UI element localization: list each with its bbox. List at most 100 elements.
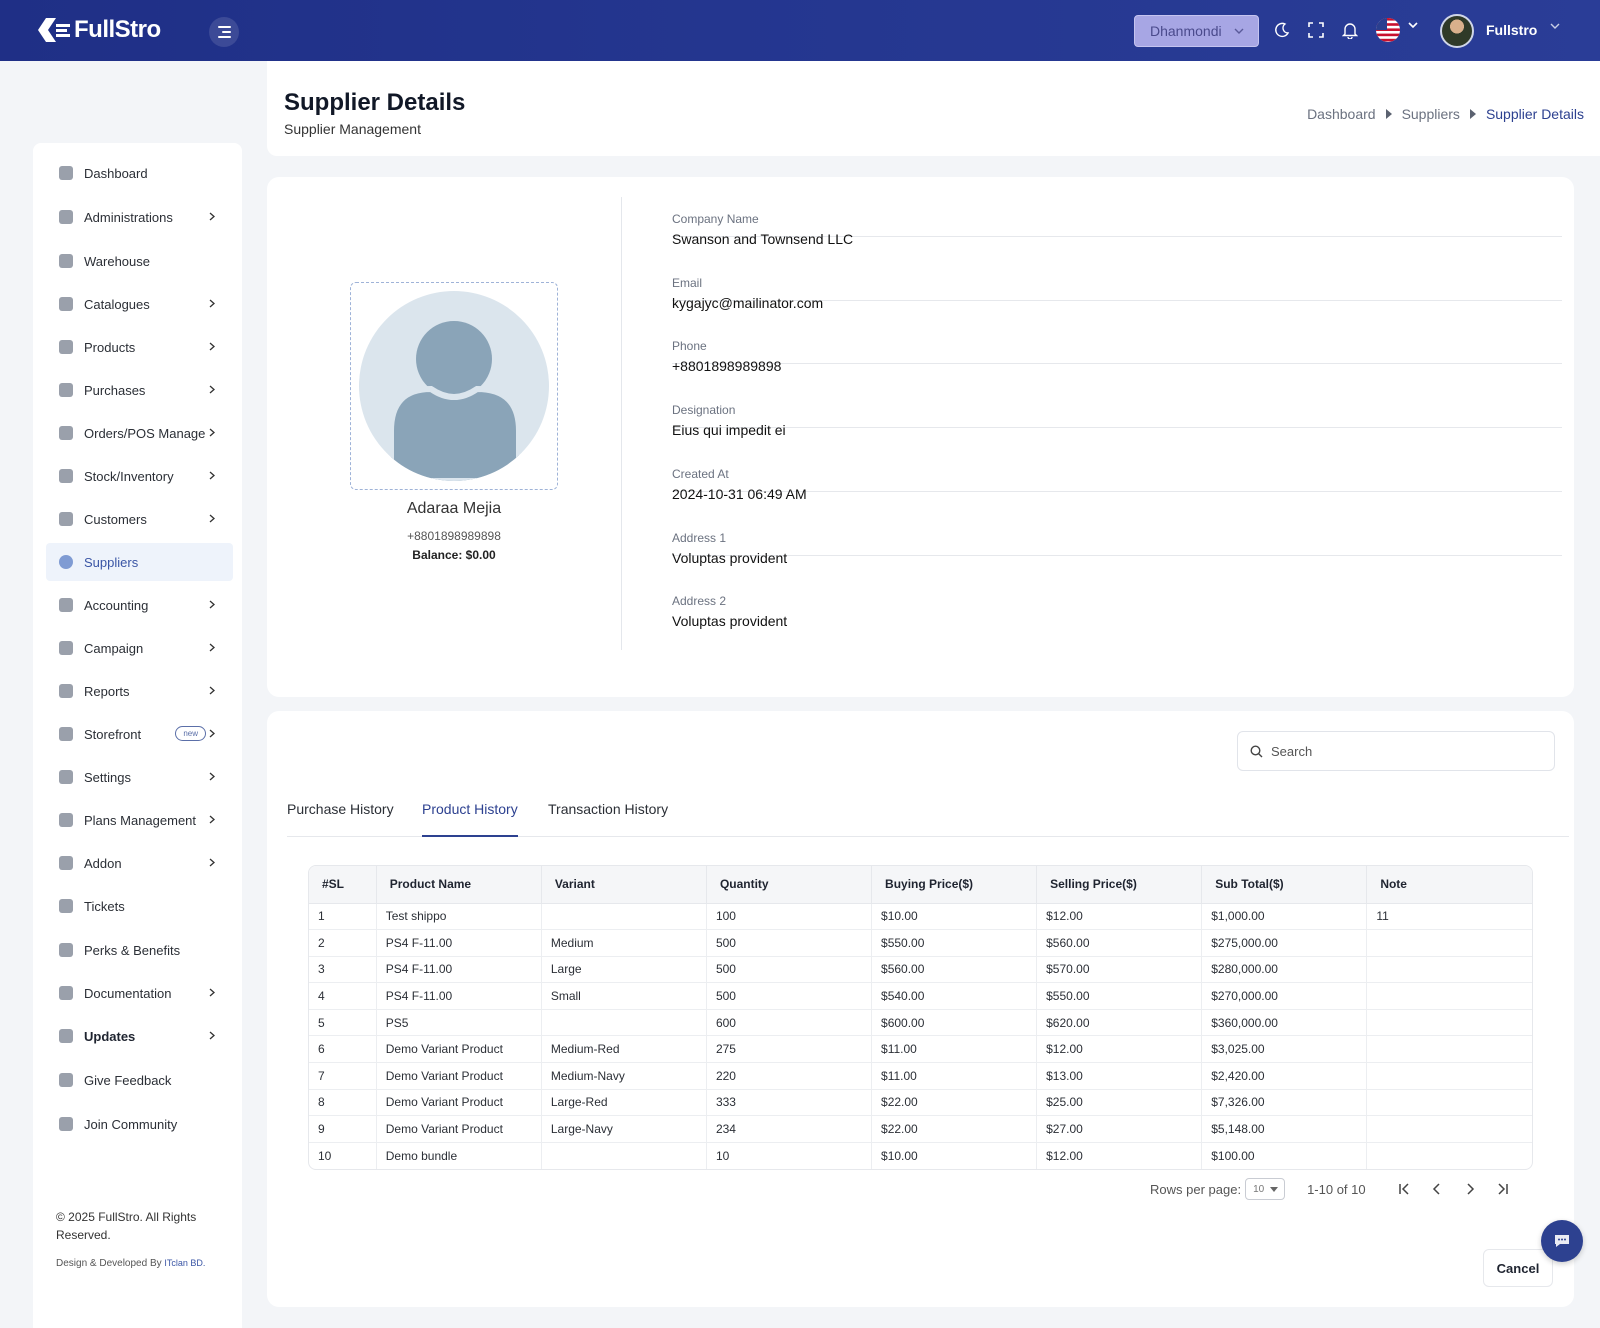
table-cell: Large-Navy — [541, 1115, 707, 1143]
sidebar-item-updates[interactable]: Updates — [46, 1017, 233, 1055]
sidebar-item-give-feedback[interactable]: Give Feedback — [46, 1061, 233, 1099]
language-selector[interactable] — [1376, 18, 1400, 42]
field-label: Company Name — [672, 212, 759, 226]
table-cell: 11 — [1366, 903, 1532, 931]
page-subtitle: Supplier Management — [284, 121, 421, 137]
field-designation: Designation Eius qui impedit ei — [672, 363, 1562, 438]
tab-purchase-history[interactable]: Purchase History — [287, 801, 394, 817]
supplier-photo[interactable] — [350, 282, 558, 490]
credits-prefix: Design & Developed By — [56, 1258, 162, 1269]
table-cell: $270,000.00 — [1201, 982, 1368, 1010]
chat-support-button[interactable] — [1541, 1220, 1583, 1262]
user-name[interactable]: Fullstro — [1486, 22, 1538, 38]
sidebar-item-stock-inventory[interactable]: Stock/Inventory — [46, 457, 233, 495]
field-label: Created At — [672, 466, 729, 481]
sidebar-item-warehouse[interactable]: Warehouse — [46, 242, 233, 280]
credits-brand-link[interactable]: ITclan BD. — [164, 1258, 206, 1268]
chevron-down-icon[interactable] — [1550, 23, 1560, 30]
column-header: #SL — [309, 866, 377, 904]
sidebar-item-orders-pos-manage[interactable]: Orders/POS Manage — [46, 414, 233, 452]
sidebar-item-administrations[interactable]: Administrations — [46, 198, 233, 236]
table-row: 3 PS4 F-11.00 Large 500 $560.00 $570.00 $280,0… — [309, 956, 1532, 984]
theme-toggle-button[interactable] — [1271, 19, 1293, 41]
column-header: Sub Total($) — [1201, 866, 1368, 904]
column-header: Quantity — [706, 866, 873, 904]
field-label: Address 1 — [672, 530, 727, 545]
user-avatar[interactable] — [1440, 14, 1474, 48]
tab-transaction-history[interactable]: Transaction History — [548, 801, 669, 817]
sidebar-item-campaign[interactable]: Campaign — [46, 629, 233, 667]
branch-select[interactable]: Dhanmondi — [1134, 15, 1259, 47]
fullstro-logo-icon — [38, 18, 70, 42]
table-cell: $22.00 — [871, 1089, 1038, 1117]
table-cell: 500 — [706, 956, 873, 984]
community-icon — [59, 1117, 73, 1131]
search-box[interactable] — [1237, 731, 1555, 771]
sidebar-item-products[interactable]: Products — [46, 328, 233, 366]
rows-per-page-select[interactable]: 10 — [1245, 1178, 1286, 1200]
sidebar-item-label: Tickets — [84, 898, 125, 914]
sidebar-item-storefront[interactable]: Storefront new — [46, 715, 233, 753]
notifications-button[interactable] — [1339, 19, 1361, 41]
sidebar-item-catalogues[interactable]: Catalogues — [46, 285, 233, 323]
breadcrumb-dashboard[interactable]: Dashboard — [1307, 106, 1376, 122]
field-created-at: Created At 2024-10-31 06:49 AM — [672, 427, 1562, 502]
cancel-button[interactable]: Cancel — [1483, 1249, 1553, 1287]
table-row: 10 Demo bundle 10 $10.00 $12.00 $100.00 — [309, 1142, 1532, 1169]
table-cell — [1366, 956, 1532, 984]
sidebar-item-label: Stock/Inventory — [84, 468, 174, 484]
chevron-down-icon[interactable] — [1408, 22, 1418, 29]
sidebar-item-label: Documentation — [84, 985, 172, 1001]
page-range: 1-10 of 10 — [1307, 1181, 1366, 1197]
new-badge: new — [175, 726, 206, 741]
previous-page-button[interactable] — [1425, 1177, 1449, 1201]
moon-icon — [1275, 22, 1290, 38]
last-page-button[interactable] — [1491, 1177, 1515, 1201]
sidebar-item-reports[interactable]: Reports — [46, 672, 233, 710]
table-row: 9 Demo Variant Product Large-Navy 234 $22.00… — [309, 1115, 1532, 1143]
chevron-right-icon — [209, 600, 215, 609]
sidebar-item-plans-management[interactable]: Plans Management — [46, 801, 233, 839]
sidebar-item-label: Accounting — [84, 597, 149, 613]
table-cell: 500 — [706, 982, 873, 1010]
table-cell: $540.00 — [871, 982, 1038, 1010]
table-cell: 9 — [309, 1115, 377, 1143]
vertical-divider — [621, 197, 622, 650]
table-cell: $12.00 — [1036, 903, 1203, 931]
sidebar-item-tickets[interactable]: Tickets — [46, 887, 233, 925]
sidebar-item-join-community[interactable]: Join Community — [46, 1105, 233, 1143]
sidebar-item-customers[interactable]: Customers — [46, 500, 233, 538]
sidebar-item-label: Purchases — [84, 382, 146, 398]
sidebar-item-addon[interactable]: Addon — [46, 844, 233, 882]
next-page-button[interactable] — [1458, 1177, 1482, 1201]
ticket-icon — [59, 899, 73, 913]
sidebar-item-label: Warehouse — [84, 253, 150, 269]
sidebar-item-label: Settings — [84, 769, 131, 785]
sidebar-item-dashboard[interactable]: Dashboard — [46, 154, 233, 192]
sidebar-item-suppliers[interactable]: Suppliers — [46, 543, 233, 581]
chevron-right-icon — [209, 772, 215, 781]
sidebar-item-purchases[interactable]: Purchases — [46, 371, 233, 409]
field-label: Email — [672, 275, 703, 290]
app-logo[interactable]: FullStro — [34, 14, 161, 46]
sidebar-item-documentation[interactable]: Documentation — [46, 974, 233, 1012]
sidebar-item-settings[interactable]: Settings — [46, 758, 233, 796]
avatar-placeholder — [359, 291, 549, 481]
field-address-2: Address 2 Voluptas provident — [672, 554, 1562, 629]
tab-product-history[interactable]: Product History — [422, 801, 518, 837]
column-header: Note — [1366, 866, 1532, 904]
copyright-text: © 2025 FullStro. All Rights Reserved. — [56, 1210, 197, 1242]
sidebar-toggle-button[interactable] — [209, 17, 239, 47]
table-cell: Test shippo — [376, 903, 542, 931]
table-cell: Small — [541, 982, 707, 1010]
search-input[interactable] — [1271, 743, 1541, 759]
table-cell: $25.00 — [1036, 1089, 1203, 1117]
first-page-button[interactable] — [1392, 1177, 1416, 1201]
supplier-phone: +8801898989898 — [407, 529, 501, 543]
credits-text: Design & Developed By ITclan BD. — [56, 1258, 205, 1269]
sidebar-item-perks-benefits[interactable]: Perks & Benefits — [46, 931, 233, 969]
fullscreen-button[interactable] — [1305, 19, 1327, 41]
breadcrumb-suppliers[interactable]: Suppliers — [1401, 106, 1460, 122]
table-cell: $11.00 — [871, 1062, 1038, 1090]
sidebar-item-accounting[interactable]: Accounting — [46, 586, 233, 624]
